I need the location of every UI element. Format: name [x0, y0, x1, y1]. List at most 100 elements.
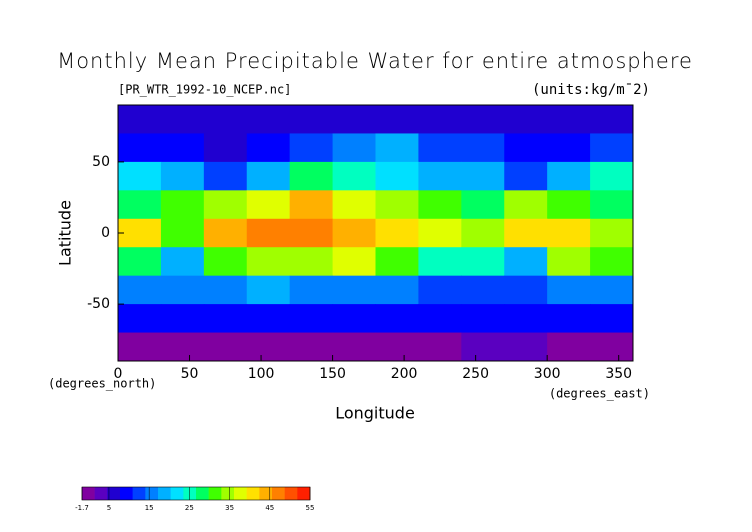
heat-cell — [118, 105, 162, 134]
heat-cell — [160, 332, 205, 362]
heat-cell — [375, 304, 419, 334]
heat-cell — [547, 133, 591, 163]
heat-cell — [203, 275, 248, 305]
heat-cell — [246, 332, 291, 362]
x-unit: (degrees_east) — [549, 387, 650, 401]
x-tick-label: 100 — [248, 366, 275, 382]
colorbar-swatch — [94, 487, 108, 500]
y-axis-label: Latitude — [56, 200, 75, 266]
heat-cell — [160, 218, 205, 248]
heat-cell — [590, 304, 634, 334]
colorbar-swatch — [145, 487, 159, 500]
heat-cell — [332, 161, 376, 191]
heat-cell — [118, 218, 162, 248]
heat-cell — [332, 133, 376, 163]
heat-cell — [547, 275, 591, 305]
heat-cell — [461, 247, 505, 277]
heat-cell — [590, 332, 634, 362]
heat-cell — [246, 161, 291, 191]
heat-cell — [547, 218, 591, 248]
heat-cell — [461, 304, 505, 334]
heat-cell — [375, 105, 419, 134]
colorbar-swatch — [132, 487, 146, 500]
heat-cell — [160, 105, 205, 134]
x-tick-label: 200 — [391, 366, 418, 382]
heat-cell — [547, 105, 591, 134]
colorbar-swatch — [259, 487, 273, 500]
heat-cell — [461, 332, 505, 362]
heat-cell — [203, 190, 248, 220]
units: (units:kg/m¯2) — [532, 82, 650, 98]
colorbar-swatch — [246, 487, 260, 500]
heat-cell — [118, 190, 162, 220]
heat-cell — [547, 247, 591, 277]
heat-cell — [289, 190, 334, 220]
heat-cell — [375, 161, 419, 191]
heat-cell — [289, 218, 334, 248]
heat-cell — [590, 133, 634, 163]
colorbar-swatch — [284, 487, 298, 500]
heat-cell — [461, 133, 505, 163]
x-tick-label: 250 — [462, 366, 489, 382]
x-tick-label: 50 — [181, 366, 199, 382]
heat-cell — [203, 304, 248, 334]
heat-cell — [160, 275, 205, 305]
chart-title: Monthly Mean Precipitable Water for enti… — [57, 49, 693, 73]
heat-cell — [246, 304, 291, 334]
colorbar-swatch — [297, 487, 311, 500]
heat-cell — [590, 161, 634, 191]
heat-cell — [418, 304, 462, 334]
heat-cell — [332, 218, 376, 248]
heat-cell — [547, 332, 591, 362]
heat-cell — [418, 247, 462, 277]
heat-cell — [504, 332, 548, 362]
heat-cell — [203, 332, 248, 362]
heat-cell — [203, 105, 248, 134]
colorbar-swatch — [208, 487, 222, 500]
heat-cell — [289, 304, 334, 334]
heat-cell — [418, 332, 462, 362]
heat-cell — [160, 133, 205, 163]
colorbar-swatch — [196, 487, 209, 500]
heat-cell — [289, 161, 334, 191]
colorbar-tick-label: -1.7 — [75, 504, 89, 512]
heat-cell — [418, 105, 462, 134]
heat-cell — [375, 133, 419, 163]
heat-cell — [418, 133, 462, 163]
colorbar-swatch — [183, 487, 197, 500]
x-axis-label: Longitude — [335, 404, 415, 423]
heat-cell — [118, 332, 162, 362]
heat-cell — [547, 304, 591, 334]
heat-cell — [332, 304, 376, 334]
heat-cell — [246, 133, 291, 163]
heat-cell — [590, 247, 634, 277]
heat-cell — [418, 190, 462, 220]
heat-cell — [246, 218, 291, 248]
heat-cell — [375, 332, 419, 362]
y-tick-label: 0 — [101, 225, 110, 241]
heat-cell — [203, 218, 248, 248]
heat-cell — [160, 304, 205, 334]
heat-cell — [203, 133, 248, 163]
heat-cell — [461, 105, 505, 134]
colorbar-tick-label: 5 — [107, 504, 111, 512]
heat-cell — [332, 247, 376, 277]
heat-cell — [289, 332, 334, 362]
heat-cell — [504, 304, 548, 334]
heat-cell — [590, 190, 634, 220]
heat-cell — [289, 247, 334, 277]
heat-cell — [118, 247, 162, 277]
heat-cell — [375, 218, 419, 248]
y-tick-label: 50 — [92, 154, 110, 170]
heat-cell — [160, 161, 205, 191]
x-tick-label: 300 — [534, 366, 561, 382]
heat-cell — [203, 161, 248, 191]
heat-cell — [332, 105, 376, 134]
heat-cell — [118, 133, 162, 163]
heat-cell — [118, 161, 162, 191]
subtitle: [PR_WTR_1992-10_NCEP.nc] — [118, 83, 291, 97]
heat-cell — [461, 190, 505, 220]
heat-cell — [246, 105, 291, 134]
heat-cell — [118, 275, 162, 305]
